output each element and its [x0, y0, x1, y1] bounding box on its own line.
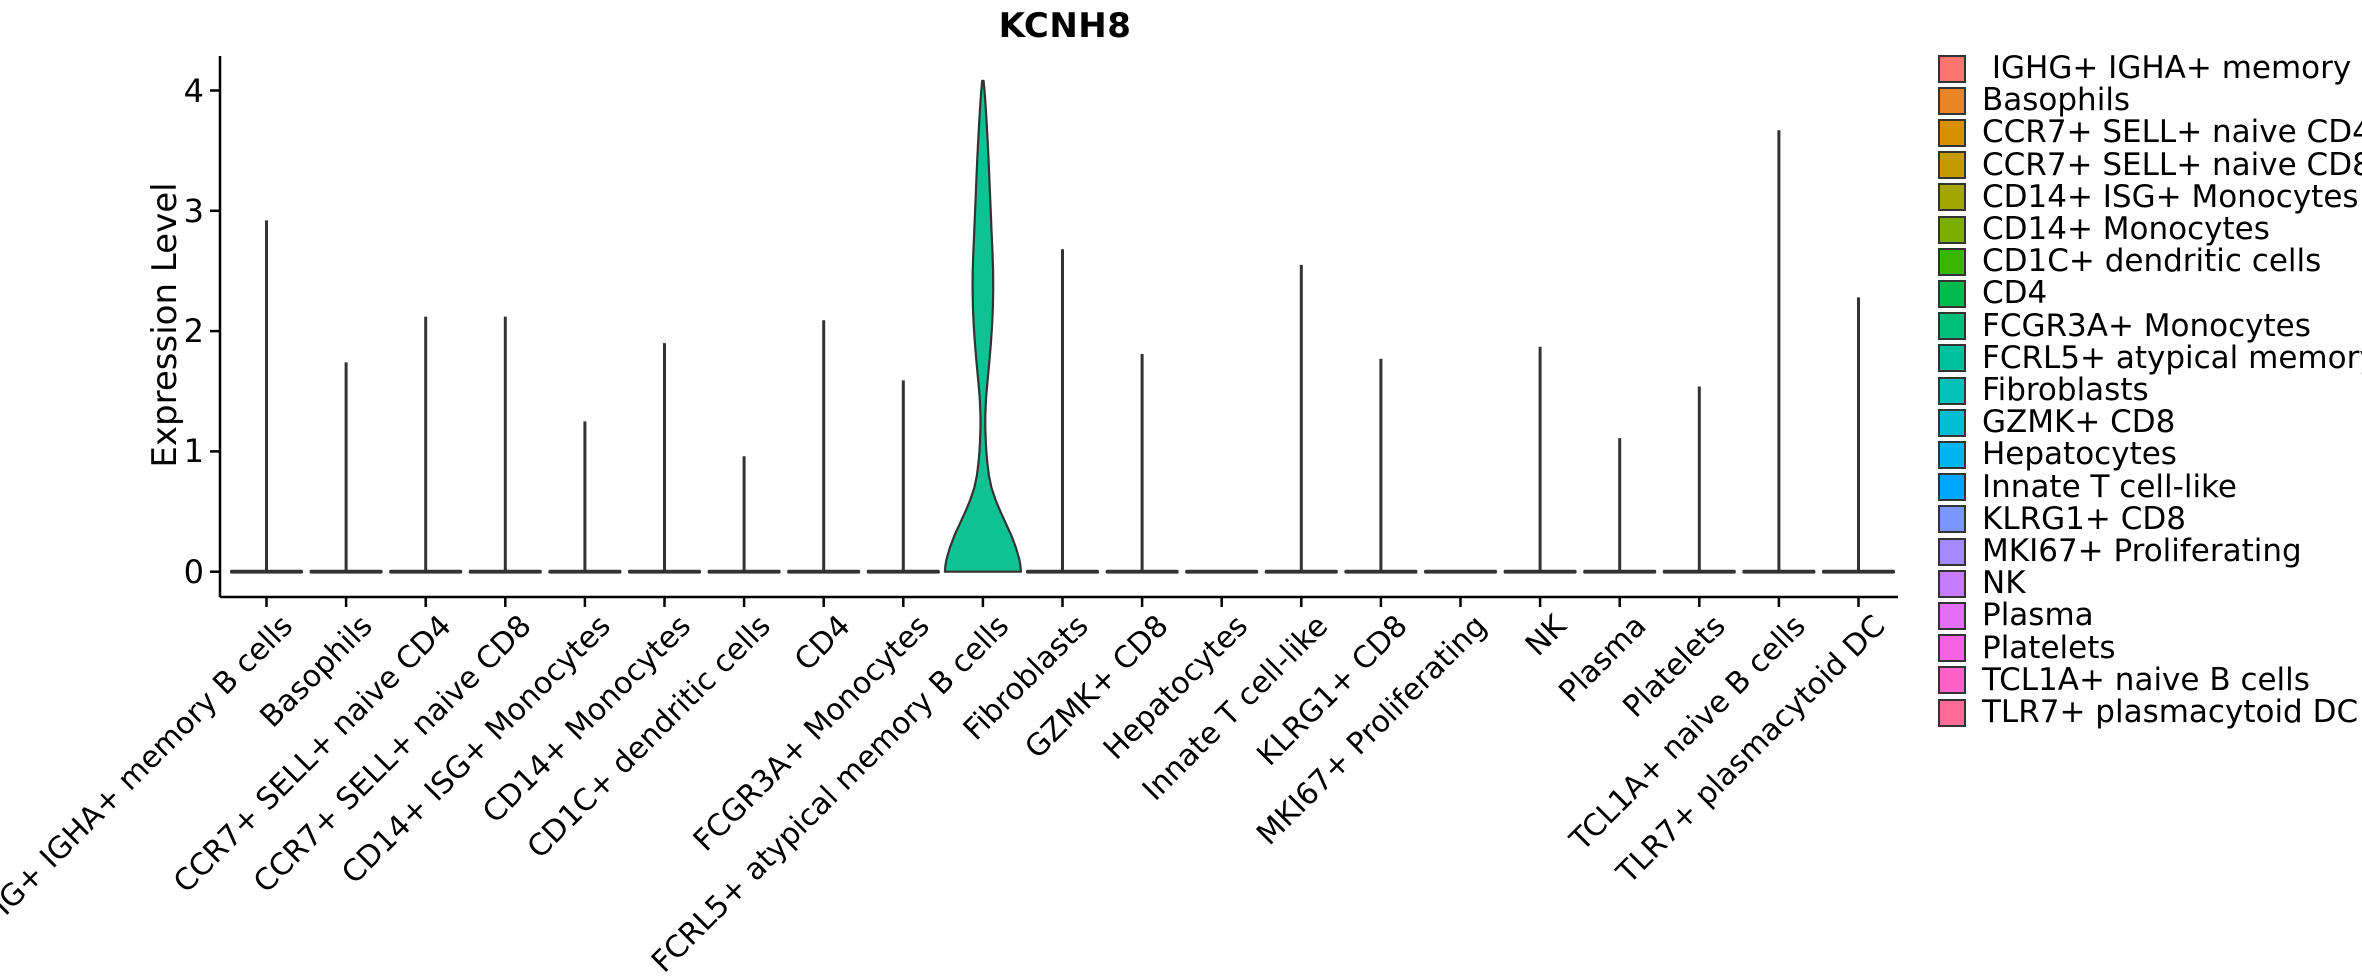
legend-label: IGHG+ IGHA+ memory B cells — [1991, 50, 2362, 86]
violin-cd4 — [787, 320, 861, 574]
legend-label: CD1C+ dendritic cells — [1982, 243, 2322, 280]
y-tick-label: 2 — [183, 312, 204, 351]
legend-swatch — [1938, 215, 1966, 244]
legend-swatch — [1938, 537, 1966, 566]
legend-item: Fibroblasts — [1938, 372, 2149, 408]
legend-item: Basophils — [1938, 82, 2131, 119]
violin-tcl1a-naive-b-cells — [1742, 130, 1816, 574]
violin-ccr7-sell-naive-cd8 — [468, 316, 542, 574]
legend-swatch — [1938, 440, 1966, 469]
legend-item: IGHG+ IGHA+ memory B cells — [1938, 50, 2362, 86]
legend-label: NK — [1982, 565, 2026, 602]
legend-label: FCGR3A+ Monocytes — [1982, 307, 2311, 344]
legend-label: KLRG1+ CD8 — [1982, 500, 2186, 537]
legend-label: Plasma — [1982, 597, 2094, 634]
legend-swatch — [1938, 344, 1966, 373]
legend-swatch — [1938, 634, 1966, 663]
violin-platelets — [1662, 386, 1736, 574]
violin-basophils — [309, 362, 383, 574]
legend-label: Hepatocytes — [1982, 436, 2177, 473]
legend-item: TCL1A+ naive B cells — [1938, 661, 2310, 698]
legend-swatch — [1938, 54, 1966, 83]
legend-item: Innate T cell-like — [1938, 468, 2237, 505]
legend-item: CCR7+ SELL+ naive CD8 — [1938, 146, 2362, 183]
violin-cd14-isg-monocytes — [548, 421, 622, 574]
violin-tlr7-plasmacytoid-dc — [1822, 297, 1895, 574]
legend-item: Hepatocytes — [1938, 436, 2177, 473]
plot-canvas — [210, 56, 1898, 607]
violin-mki67-proliferating — [1424, 569, 1497, 574]
y-tick-label: 0 — [183, 552, 204, 591]
y-tick-label: 3 — [183, 191, 204, 230]
legend-swatch — [1938, 312, 1966, 341]
legend-swatch — [1938, 279, 1966, 308]
legend-item: FCGR3A+ Monocytes — [1938, 307, 2311, 344]
legend-label: CD14+ Monocytes — [1982, 211, 2270, 247]
legend-item: CD14+ ISG+ Monocytes — [1938, 178, 2359, 215]
legend-swatch — [1938, 118, 1966, 147]
legend-swatch — [1938, 666, 1966, 695]
violin-base-bar — [1185, 569, 1259, 574]
legend-item: CCR7+ SELL+ naive CD4 — [1938, 114, 2362, 151]
legend-swatch — [1938, 408, 1966, 437]
legend-label: Fibroblasts — [1982, 372, 2149, 408]
violin-fibroblasts — [1026, 249, 1099, 574]
legend-item: GZMK+ CD8 — [1938, 404, 2176, 441]
legend-item: CD4 — [1938, 275, 2048, 312]
legend-swatch — [1938, 698, 1966, 727]
legend-label: CCR7+ SELL+ naive CD8 — [1982, 146, 2362, 183]
legend-item: TLR7+ plasmacytoid DC — [1938, 694, 2359, 730]
legend-swatch — [1938, 473, 1966, 502]
legend-item: CD14+ Monocytes — [1938, 211, 2270, 247]
legend-item: CD1C+ dendritic cells — [1938, 243, 2322, 280]
legend-label: TCL1A+ naive B cells — [1982, 661, 2310, 698]
legend-item: FCRL5+ atypical memory B cells — [1938, 339, 2362, 376]
legend-label: TLR7+ plasmacytoid DC — [1982, 694, 2359, 730]
violin-base-bar — [1424, 569, 1497, 574]
legend-label: FCRL5+ atypical memory B cells — [1982, 339, 2362, 376]
legend-swatch — [1938, 505, 1966, 534]
legend-item: NK — [1938, 565, 2026, 602]
legend-item: Plasma — [1938, 597, 2094, 634]
violin-fcrl5-atypical-memory-b-cells — [943, 79, 1022, 573]
legend-swatch — [1938, 151, 1966, 180]
legend-label: CCR7+ SELL+ naive CD4 — [1982, 114, 2362, 151]
violin-plasma — [1583, 438, 1657, 574]
legend-swatch — [1938, 247, 1966, 276]
violin-nk — [1503, 346, 1577, 574]
violin-hepatocytes — [1185, 569, 1259, 574]
legend-item: KLRG1+ CD8 — [1938, 500, 2186, 537]
violin-cd14-monocytes — [628, 343, 701, 574]
legend-label: CD14+ ISG+ Monocytes — [1982, 178, 2359, 215]
legend-label: Platelets — [1982, 629, 2116, 666]
violin-klrg1-cd8 — [1344, 358, 1418, 574]
violin-ighg-igha-memory-b-cells — [230, 220, 303, 574]
violin-ccr7-sell-naive-cd4 — [389, 316, 463, 574]
violin-cd1c-dendritic-cells — [707, 456, 781, 574]
legend-swatch — [1938, 183, 1966, 212]
plot-title: KCNH8 — [998, 6, 1132, 46]
legend-label: MKI67+ Proliferating — [1982, 533, 2302, 569]
legend-label: CD4 — [1982, 275, 2048, 312]
legend-swatch — [1938, 601, 1966, 630]
legend-label: Basophils — [1982, 82, 2131, 119]
legend-swatch — [1938, 569, 1966, 598]
violin-fcgr3a-monocytes — [866, 380, 940, 574]
legend-item: Platelets — [1938, 629, 2116, 666]
y-tick-label: 1 — [183, 432, 204, 471]
legend-swatch — [1938, 376, 1966, 405]
legend-label: Innate T cell-like — [1982, 468, 2237, 505]
legend-item: MKI67+ Proliferating — [1938, 533, 2302, 569]
violin-innate-t-cell-like — [1264, 264, 1338, 574]
y-tick-label: 4 — [183, 71, 204, 110]
violin-gzmk-cd8 — [1105, 353, 1179, 574]
violin-body — [943, 79, 1022, 573]
legend-label: GZMK+ CD8 — [1982, 404, 2176, 441]
legend-swatch — [1938, 86, 1966, 115]
